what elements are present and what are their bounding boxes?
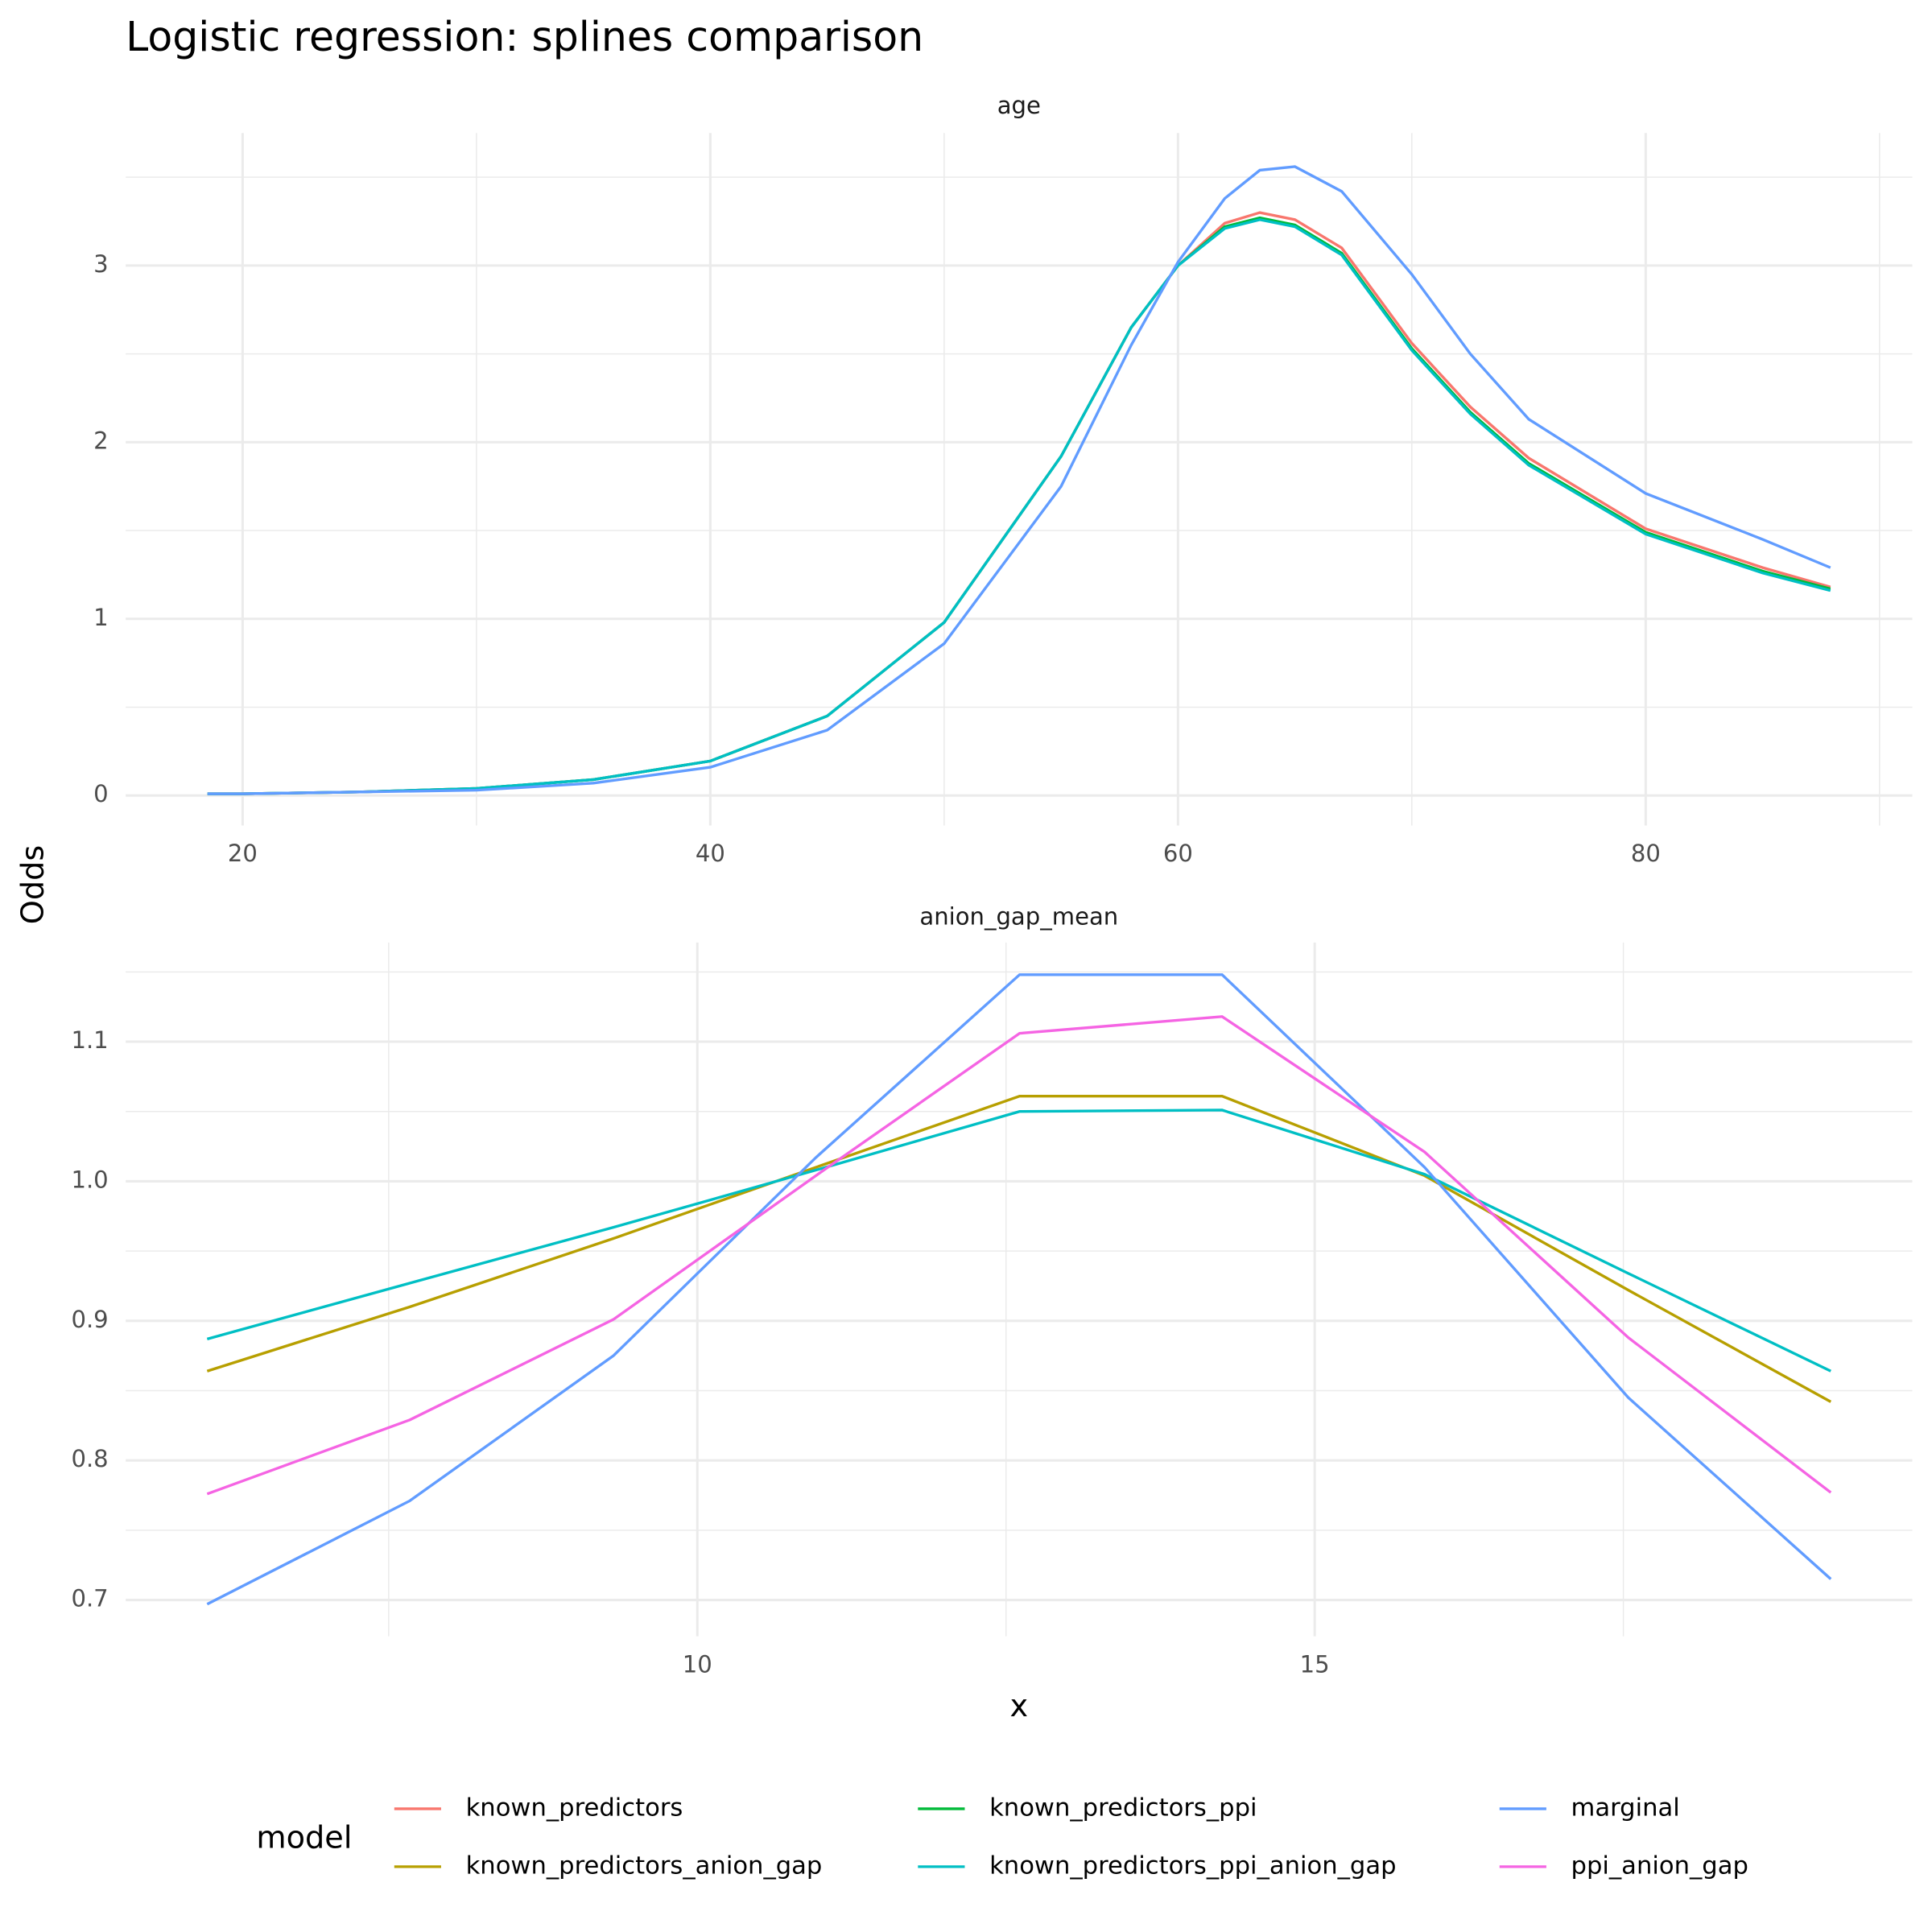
x-tick-label: 20 [228, 840, 258, 867]
y-tick-label: 3 [93, 250, 109, 278]
x-tick-label: 40 [696, 840, 725, 867]
y-tick-label: 1.1 [71, 1026, 108, 1054]
y-tick-label: 1 [93, 604, 109, 631]
legend-label: known_predictors [466, 1794, 683, 1822]
y-tick-label: 0.9 [71, 1306, 108, 1333]
y-tick-label: 2 [93, 427, 109, 454]
series-line [207, 218, 1831, 795]
y-tick-label: 1.0 [71, 1166, 108, 1193]
x-tick-label: 10 [683, 1650, 712, 1678]
legend-label: known_predictors_anion_gap [466, 1852, 823, 1880]
y-tick-label: 0 [93, 780, 109, 807]
x-axis-title: x [1009, 1688, 1028, 1724]
series-line [206, 973, 1832, 1606]
x-tick-label: 60 [1163, 840, 1193, 867]
series-line [206, 1108, 1832, 1373]
legend-label: marginal [1571, 1794, 1680, 1822]
y-tick-label: 0.7 [71, 1585, 108, 1612]
x-tick-label: 80 [1631, 840, 1661, 867]
facet-label: age [997, 92, 1041, 119]
legend-label: known_predictors_ppi [989, 1794, 1257, 1822]
y-axis-title: Odds [14, 845, 51, 925]
series-line [207, 165, 1831, 795]
series-line [206, 1094, 1832, 1403]
legend-title: model [256, 1820, 352, 1856]
series-line [206, 1015, 1832, 1496]
legend-label: ppi_anion_gap [1571, 1852, 1748, 1880]
x-tick-label: 15 [1300, 1650, 1330, 1678]
facet-label: anion_gap_mean [919, 902, 1118, 930]
y-tick-label: 0.8 [71, 1445, 108, 1472]
chart-title: Logistic regression: splines comparison [126, 13, 923, 60]
series-line [207, 211, 1831, 795]
legend-label: known_predictors_ppi_anion_gap [989, 1852, 1396, 1880]
